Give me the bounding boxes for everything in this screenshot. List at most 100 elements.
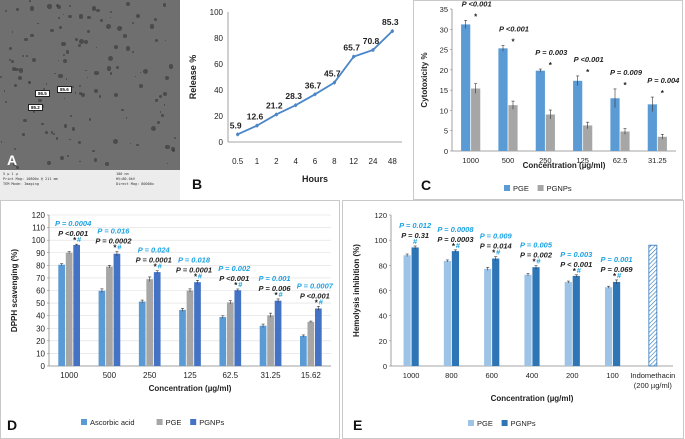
nanoparticle-dot <box>38 98 42 102</box>
nanoparticle-dot <box>87 15 92 20</box>
p-value-label-vs-reference: P = 0.0004 <box>55 219 92 228</box>
nanoparticle-dot <box>79 39 85 44</box>
x-tick-label: 125 <box>576 156 589 165</box>
bar-pgnps <box>113 253 121 366</box>
significance-star: * <box>613 272 617 281</box>
bar-pge <box>106 266 113 366</box>
x-tick-label: 800 <box>445 371 458 380</box>
data-point <box>274 112 278 117</box>
meta-line: Print Mag: 10800x @ 211 mm <box>3 177 58 181</box>
data-point <box>294 103 298 107</box>
nanoparticle-dot <box>91 5 97 11</box>
nanoparticle-dot <box>83 39 89 45</box>
x-axis-label: Hours <box>302 174 328 184</box>
p-value-label-vs-reference: P = 0.002 <box>218 264 251 273</box>
nanoparticle-dot <box>163 104 166 106</box>
y-tick-label: 110 <box>32 224 45 233</box>
y-tick-label: 50 <box>36 299 45 308</box>
bar-pge <box>610 98 620 151</box>
nanoparticle-dot <box>162 3 166 7</box>
p-value-label-pgnps-vs-pge: P < 0.001 <box>560 260 592 269</box>
nanoparticle-dot <box>29 0 31 2</box>
cytotoxicity-bar-chart: 0 5 10 15 20 25 30 35 1000 * P <0.001 500 * P <0.001 2… <box>420 1 680 193</box>
data-label: 12.6 <box>247 112 264 122</box>
y-tick-label: 60 <box>214 60 223 69</box>
nanoparticle-dot <box>68 14 72 19</box>
y-tick-label: 80 <box>36 261 45 270</box>
x-axis-label: Concentration (µg/ml) <box>523 161 606 170</box>
cytotoxicity-chart-panel: 0 5 10 15 20 25 30 35 1000 * P <0.001 500 * P <0.001 2… <box>413 0 683 200</box>
nanoparticle-dot <box>11 66 16 71</box>
significance-star: * <box>511 38 515 47</box>
nanoparticle-dot <box>64 98 66 100</box>
data-point <box>332 80 336 85</box>
legend-swatch <box>156 419 163 425</box>
bar-pge <box>535 70 545 151</box>
bar-ascorbic-acid <box>138 301 146 366</box>
y-tick-label: 100 <box>374 236 387 245</box>
bar-pgnps <box>545 114 555 151</box>
nanoparticle-dot <box>31 57 37 63</box>
nanoparticle-dot <box>108 56 114 61</box>
panel-letter-d: D <box>7 417 18 433</box>
nanoparticle-dot <box>150 24 155 29</box>
p-value-label-pgnps-vs-pge: P = 0.31 <box>401 231 429 240</box>
y-tick-label: 120 <box>32 211 46 220</box>
data-label: 36.7 <box>305 80 322 90</box>
nanoparticle-dot <box>86 77 88 79</box>
bar-ascorbic-acid <box>300 335 307 366</box>
nanoparticle-dot <box>62 53 65 56</box>
significance-hash: # <box>456 241 461 250</box>
nanoparticle-dot <box>94 70 99 76</box>
x-tick-label: 48 <box>388 157 397 166</box>
x-axis-label: Concentration (µg/ml) <box>491 394 574 403</box>
significance-star: * <box>452 242 456 251</box>
y-tick-label: 30 <box>440 25 448 34</box>
bar-pgnps <box>572 275 580 366</box>
bar-pgnps <box>73 244 80 366</box>
significance-star: * <box>492 249 496 258</box>
nanoparticle-dot <box>164 40 167 42</box>
y-tick-label: 40 <box>214 86 223 95</box>
nanoparticle-dot <box>13 83 18 88</box>
nanoparticle-dot <box>164 144 170 150</box>
bar-pge <box>443 260 452 366</box>
nanoparticle-dot <box>171 146 175 151</box>
nanoparticle-dot <box>164 75 169 80</box>
significance-star: * <box>234 281 238 290</box>
y-tick-label: 60 <box>379 287 387 296</box>
nanoparticle-dot <box>113 93 118 98</box>
nanoparticle-dot <box>78 85 81 88</box>
nanoparticle-dot <box>99 19 103 23</box>
x-tick-label: 250 <box>143 371 157 380</box>
nanoparticle-dot <box>154 17 157 21</box>
y-axis-label: Cytotoxicity % <box>420 52 429 107</box>
significance-hash: # <box>117 243 122 252</box>
nanoparticle-dot <box>113 45 118 49</box>
bar-pgnps <box>583 125 593 151</box>
bar-pgnps <box>532 267 540 366</box>
meta-line: 5 µ 1 µ <box>3 172 18 176</box>
bar-ascorbic-acid <box>259 325 267 366</box>
p-value-label: P = 0.009 <box>610 68 643 77</box>
significance-star: * <box>275 291 279 300</box>
significance-hash: # <box>278 290 283 299</box>
nanoparticle-dot <box>142 69 148 74</box>
bar-ascorbic-acid <box>219 317 227 366</box>
nanoparticle-dot <box>11 59 15 63</box>
nanoparticle-dot <box>173 136 177 140</box>
nanoparticle-dot <box>50 131 54 134</box>
bar-pge <box>564 282 572 366</box>
nanoparticle-dot <box>32 110 36 114</box>
p-value-label-vs-reference: P = 0.016 <box>97 227 130 236</box>
nanoparticle-dot <box>78 14 83 19</box>
nanoparticle-dot <box>15 67 19 72</box>
nanoparticle-dot <box>22 133 26 137</box>
nanoparticle-dot <box>18 76 23 81</box>
significance-star: * <box>586 68 590 77</box>
nanoparticle-dot <box>139 84 144 89</box>
bar-pgnps <box>153 272 161 366</box>
y-tick-label: 15 <box>440 86 448 95</box>
nanoparticle-dot <box>9 59 12 62</box>
